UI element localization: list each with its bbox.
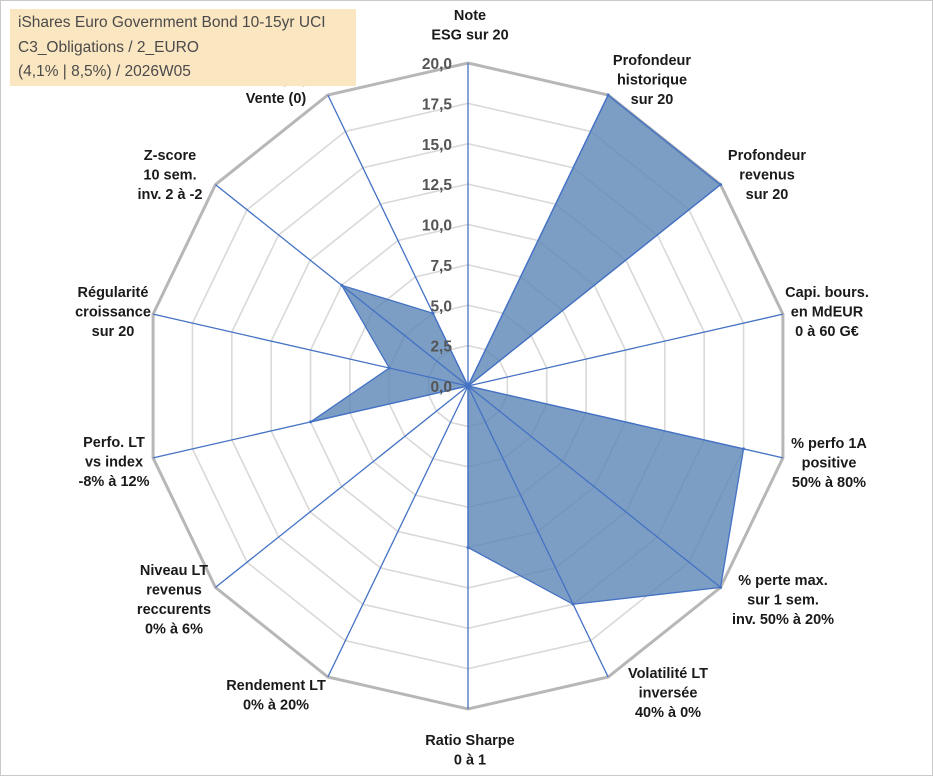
- axis-label-line: sur 20: [631, 92, 674, 108]
- axis-label-line: ESG sur 20: [431, 28, 508, 44]
- fund-category: C3_Obligations / 2_EURO: [18, 39, 199, 56]
- axis-label-line: Niveau LT: [140, 563, 208, 579]
- axis-spoke: [467, 313, 784, 387]
- axis-label: Capi. bours. en MdEUR 0 à 60 G€: [785, 285, 869, 340]
- axis-label-line: revenus: [146, 583, 202, 599]
- axis-label-line: 0 à 1: [454, 753, 486, 769]
- axis-label-line: Perfo. LT: [83, 435, 145, 451]
- axis-label-line: Note: [454, 8, 486, 24]
- data-point: [719, 183, 723, 187]
- data-point: [431, 311, 435, 315]
- axis-spoke: [327, 94, 469, 387]
- axis-label-line: inv. 2 à -2: [137, 187, 202, 203]
- axis-label-line: inv. 50% à 20%: [732, 612, 834, 628]
- axis-spoke: [327, 385, 469, 678]
- axis-label: Note ESG sur 20: [431, 8, 508, 44]
- data-point: [340, 283, 344, 287]
- axis-label-line: positive: [802, 456, 857, 472]
- axis-label-line: Ratio Sharpe: [425, 733, 514, 749]
- axis-label-line: revenus: [739, 168, 795, 184]
- radial-tick-label: 10,0: [422, 218, 452, 235]
- data-point: [571, 602, 575, 606]
- axis-label-line: reccurents: [137, 602, 211, 618]
- axis-label: % perfo 1A positive 50% à 80%: [791, 436, 867, 491]
- axis-label-line: Vente (0): [246, 91, 307, 107]
- axis-label-line: sur 1 sem.: [747, 593, 819, 609]
- axis-label: % perte max. sur 1 sem. inv. 50% à 20%: [732, 573, 834, 628]
- axis-label: Perfo. LT vs index -8% à 12%: [79, 435, 150, 490]
- axis-label-line: vs index: [85, 455, 143, 471]
- axis-label-line: Profondeur: [728, 148, 806, 164]
- radial-tick-label: 7,5: [430, 258, 452, 275]
- radial-tick-label: 20,0: [422, 56, 452, 73]
- data-point: [742, 447, 746, 451]
- fund-stats: (4,1% | 8,5%) / 2026W05: [18, 63, 191, 80]
- axis-label-line: Volatilité LT: [628, 666, 708, 682]
- axis-spoke: [152, 313, 469, 387]
- radial-tick-label: 15,0: [422, 137, 452, 154]
- axis-label-line: Capi. bours.: [785, 285, 869, 301]
- axis-spoke: [467, 94, 609, 387]
- axis-label-line: historique: [617, 73, 687, 89]
- axis-label-line: 10 sem.: [143, 168, 196, 184]
- axis-label-line: 50% à 80%: [792, 475, 866, 491]
- axis-label-line: croissance: [75, 305, 151, 321]
- axis-label-line: -8% à 12%: [79, 474, 150, 490]
- data-point: [466, 546, 470, 549]
- axis-label: Volatilité LT inversée 40% à 0%: [628, 666, 708, 721]
- axis-spoke: [467, 385, 784, 459]
- radial-tick-label: 12,5: [422, 177, 453, 194]
- fund-info-box: iShares Euro Government Bond 10-15yr UCI…: [10, 9, 356, 86]
- axis-label: Régularité croissance sur 20: [75, 285, 151, 340]
- axis-label-line: Régularité: [78, 285, 149, 301]
- axis-label-line: 0% à 20%: [243, 698, 309, 714]
- radial-tick-label: 17,5: [422, 96, 453, 113]
- data-point: [387, 366, 391, 370]
- axis-label: Ratio Sharpe 0 à 1: [425, 733, 514, 769]
- axis-spoke: [467, 385, 721, 588]
- axis-label-line: Profondeur: [613, 53, 691, 69]
- axis-label: Profondeur historique sur 20: [613, 53, 691, 108]
- fund-name: iShares Euro Government Bond 10-15yr UCI: [18, 14, 326, 31]
- axis-label-line: % perfo 1A: [791, 436, 867, 452]
- axis-spoke: [467, 385, 609, 678]
- data-point: [606, 93, 610, 97]
- radial-tick-label: 0,0: [430, 379, 452, 396]
- axis-label-line: % perte max.: [738, 573, 827, 589]
- radial-tick-label: 2,5: [430, 339, 452, 356]
- radial-tick-label: 5,0: [430, 298, 452, 315]
- axis-label: Profondeur revenus sur 20: [728, 148, 806, 203]
- axis-label: Niveau LT revenus reccurents 0% à 6%: [137, 563, 211, 638]
- data-point: [719, 585, 723, 589]
- data-point: [466, 384, 470, 388]
- axis-label-line: 0 à 60 G€: [795, 324, 859, 340]
- axis-label: Rendement LT 0% à 20%: [226, 678, 326, 714]
- axis-label-line: 0% à 6%: [145, 622, 203, 638]
- axis-label-line: 40% à 0%: [635, 705, 701, 721]
- axis-label: Z-score 10 sem. inv. 2 à -2: [137, 148, 202, 203]
- axis-label-line: en MdEUR: [791, 305, 864, 321]
- axis-label-line: inversée: [639, 686, 698, 702]
- axis-spoke: [215, 385, 469, 588]
- data-series-area: [310, 93, 745, 605]
- axis-label-line: Z-score: [144, 148, 196, 164]
- data-point: [309, 420, 313, 424]
- axis-label-line: sur 20: [746, 187, 789, 203]
- axis-spoke: [467, 184, 721, 387]
- axis-label-line: Rendement LT: [226, 678, 326, 694]
- axis-label-line: sur 20: [92, 324, 135, 340]
